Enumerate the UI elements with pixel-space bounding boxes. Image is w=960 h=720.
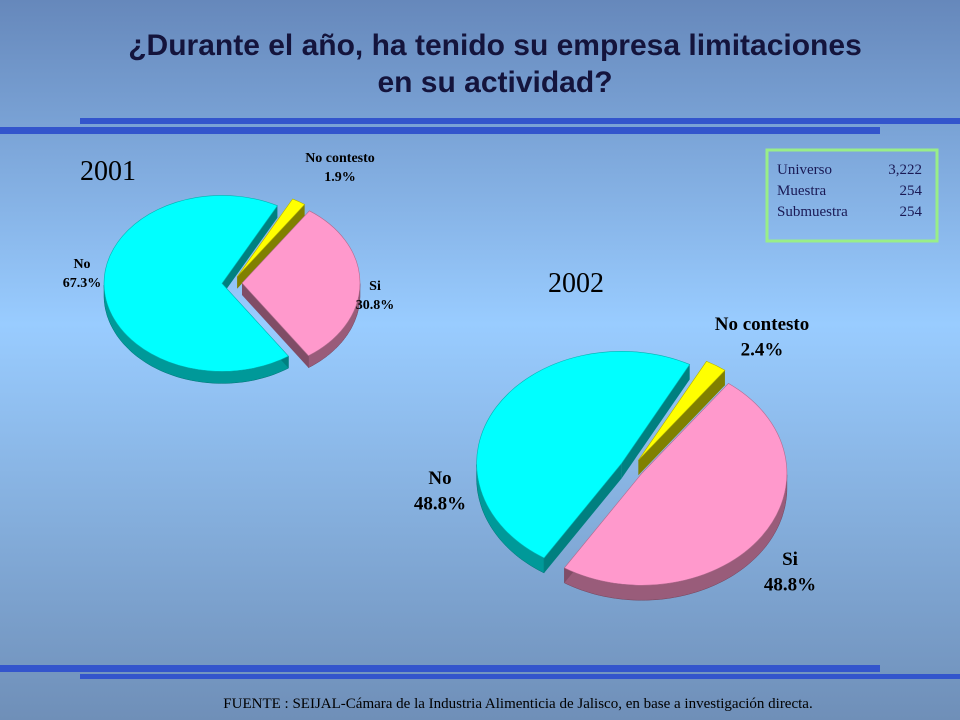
sample-label: Submuestra	[777, 204, 848, 220]
pie-title: 2001	[80, 156, 136, 187]
sample-value: 254	[900, 204, 923, 220]
slide-title: ¿Durante el año, ha tenido su empresa li…	[128, 29, 862, 62]
slice-value-label: 30.8%	[356, 298, 395, 313]
slice-label: No contesto	[305, 151, 375, 166]
slice-label: Si	[369, 279, 381, 294]
sample-rows: Universo 3,222 Muestra 254 Submuestra 254	[777, 162, 923, 220]
slice-edge	[621, 364, 690, 479]
slice-value-label: 1.9%	[324, 170, 356, 185]
pie-title: 2002	[548, 268, 604, 299]
slice	[103, 195, 289, 384]
sample-value: 3,222	[888, 162, 922, 178]
slice-edge	[237, 204, 305, 289]
divider	[80, 674, 960, 679]
slice	[241, 210, 361, 369]
slice-label: Si	[782, 549, 798, 570]
slice-edge	[222, 205, 278, 296]
slice	[638, 360, 726, 476]
slice-label: No	[73, 257, 90, 272]
slide-title: en su actividad?	[377, 66, 612, 99]
slice-value-label: 2.4%	[741, 340, 784, 361]
slice-label: No contesto	[715, 314, 809, 335]
slice-top	[476, 351, 691, 559]
slice-edge	[638, 370, 725, 476]
slice-top	[638, 360, 726, 461]
slice-value-label: 48.8%	[414, 494, 466, 515]
slice-value-label: 67.3%	[63, 276, 102, 291]
slice-top	[103, 195, 289, 372]
slice-label: No	[428, 468, 451, 489]
pie: 2002 No contesto 2.4% Si 48.8% No 48.8%	[414, 268, 816, 601]
slice	[563, 383, 788, 601]
slice	[476, 351, 691, 574]
sample-label: Universo	[777, 162, 832, 178]
divider	[0, 127, 880, 134]
footer: FUENTE : SEIJAL-Cámara de la Industria A…	[223, 696, 812, 712]
slice-edge	[544, 463, 622, 573]
pie: 2001 No contesto 1.9% Si 30.8% No 67.3%	[63, 151, 395, 384]
slice-edge	[241, 283, 309, 368]
sample-label: Muestra	[777, 183, 826, 199]
sample-value: 254	[900, 183, 923, 199]
slice-top	[563, 383, 788, 586]
sample-box	[765, 148, 939, 243]
slice-top	[241, 210, 361, 357]
divider	[80, 118, 960, 124]
slice-value-label: 48.8%	[764, 575, 816, 596]
divider	[0, 665, 880, 672]
slice-top	[236, 198, 306, 277]
slice	[236, 198, 306, 289]
